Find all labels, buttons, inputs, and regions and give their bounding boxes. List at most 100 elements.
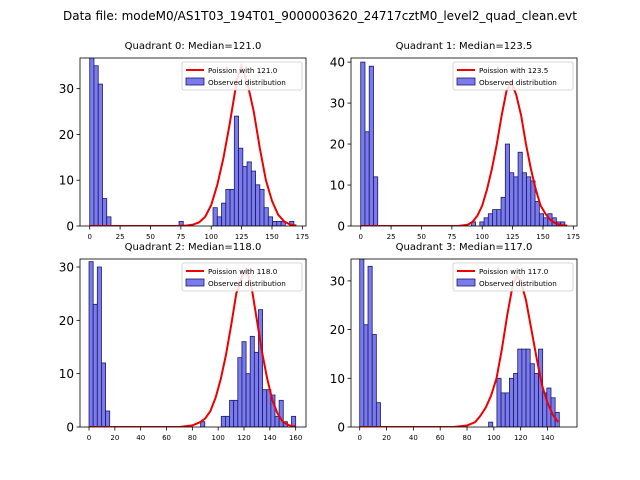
histogram-bar <box>96 266 102 427</box>
quadrant-1-title: Quadrant 1: Median=123.5 <box>396 41 533 52</box>
x-tick-label: 25 <box>116 233 125 241</box>
y-tick-label: 0 <box>337 220 345 234</box>
axes-frame <box>79 57 307 227</box>
legend-poisson-label: Poission with 117.0 <box>479 267 549 276</box>
y-tick-label: 10 <box>330 372 345 386</box>
histogram-bar <box>534 201 540 226</box>
histogram-bar <box>504 143 510 226</box>
legend: Poission with 121.0 Observed distribution <box>181 61 303 91</box>
y-tick-label: 0 <box>337 421 345 435</box>
histogram-bar <box>88 261 94 427</box>
legend-observed-label: Observed distribution <box>208 78 286 87</box>
histogram-bar <box>238 147 244 226</box>
histogram-bar <box>267 216 273 226</box>
y-tick-label: 20 <box>330 138 345 152</box>
histogram-bar <box>262 389 268 427</box>
histogram-bar <box>212 207 218 226</box>
histogram-bar <box>105 410 111 427</box>
legend: Poission with 117.0 Observed distribution <box>452 262 574 292</box>
y-tick-label: 20 <box>59 314 74 328</box>
histogram-bar <box>253 351 259 427</box>
histogram-bar <box>233 115 239 226</box>
histogram-bars <box>89 58 295 226</box>
y-tick-label: 20 <box>59 128 74 142</box>
y-tick-label: 10 <box>59 174 74 188</box>
histogram-bar <box>229 399 235 427</box>
histogram-bar <box>483 217 489 226</box>
histogram-bar <box>225 415 230 427</box>
legend-observed-label: Observed distribution <box>208 279 286 288</box>
histogram-bar <box>245 373 251 427</box>
y-tick-label: 10 <box>59 367 74 381</box>
histogram-bar <box>513 373 519 427</box>
histogram-bar <box>533 373 539 427</box>
x-tick-label: 50 <box>417 233 426 241</box>
histogram-bar <box>367 265 373 427</box>
axes-frame <box>350 258 578 428</box>
x-tick-label: 60 <box>162 434 171 442</box>
x-tick-label: 25 <box>387 233 396 241</box>
histogram-bar <box>371 334 377 427</box>
x-tick-label: 125 <box>506 233 519 241</box>
histogram-bar <box>487 213 493 226</box>
legend-box <box>181 61 303 91</box>
histogram-bar <box>492 209 498 226</box>
histogram-bar <box>225 188 231 226</box>
histogram-bar <box>97 83 103 226</box>
x-tick-label: 140 <box>541 434 554 442</box>
histogram-bar <box>373 176 379 226</box>
histogram-bar <box>508 377 514 427</box>
histogram-bar <box>102 198 108 226</box>
histogram-bar <box>89 58 95 226</box>
histogram-bar <box>92 303 98 427</box>
histogram-bar <box>360 61 366 226</box>
x-tick-label: 75 <box>447 233 456 241</box>
histogram-bar <box>101 362 106 427</box>
histogram-bar <box>521 172 527 226</box>
x-tick-label: 125 <box>235 233 248 241</box>
legend-bar-swatch <box>185 77 205 86</box>
x-tick-label: 80 <box>188 434 197 442</box>
histogram-bar <box>263 207 269 226</box>
y-tick-label: 30 <box>330 97 345 111</box>
legend-bar-swatch <box>456 278 476 287</box>
legend-bar-swatch <box>456 77 476 86</box>
histogram-bar <box>364 131 370 226</box>
histogram-bar <box>517 348 523 427</box>
histogram-bar <box>521 348 527 427</box>
y-tick-label: 0 <box>66 421 74 435</box>
histogram-bar <box>237 357 243 427</box>
histogram-bar <box>496 377 502 427</box>
x-tick-label: 175 <box>567 233 580 241</box>
histogram-bar <box>363 324 369 427</box>
histogram-bar <box>249 335 255 427</box>
legend-bar-swatch <box>185 278 205 287</box>
legend-poisson-label: Poission with 121.0 <box>208 66 278 75</box>
x-tick-label: 100 <box>205 233 218 241</box>
y-tick-label: 10 <box>330 179 345 193</box>
histogram-bar <box>479 221 485 226</box>
histogram-bar <box>229 188 235 226</box>
y-tick-label: 30 <box>330 274 345 288</box>
y-tick-label: 20 <box>330 323 345 337</box>
quadrant-1-panel: 0 25 50 75 100 125 150 175 0 10 20 30 40 Poission wit… <box>330 41 580 241</box>
x-tick-label: 150 <box>265 233 278 241</box>
quadrant-2-title: Quadrant 2: Median=118.0 <box>125 242 262 253</box>
histogram-bar <box>513 176 519 226</box>
x-tick-label: 120 <box>514 434 527 442</box>
quadrant-3-panel: 0 20 40 60 80 100 120 140 0 10 20 30 Poission with 1… <box>330 242 578 442</box>
histogram-bar <box>509 172 515 226</box>
x-tick-label: 40 <box>409 434 418 442</box>
histogram-bar <box>255 184 261 226</box>
quadrant-0-panel: 0 25 50 75 100 125 150 175 0 10 20 30 Poission with … <box>59 41 309 241</box>
histogram-bar <box>250 170 256 226</box>
histogram-bar <box>200 421 206 427</box>
histogram-bar <box>500 392 506 427</box>
y-tick-label: 40 <box>330 56 345 70</box>
y-tick-label: 30 <box>59 261 74 275</box>
x-tick-label: 75 <box>176 233 185 241</box>
histogram-bar <box>526 176 532 226</box>
histogram-bar <box>488 421 494 427</box>
poisson-curve <box>359 274 560 427</box>
histogram-bar <box>368 65 374 226</box>
